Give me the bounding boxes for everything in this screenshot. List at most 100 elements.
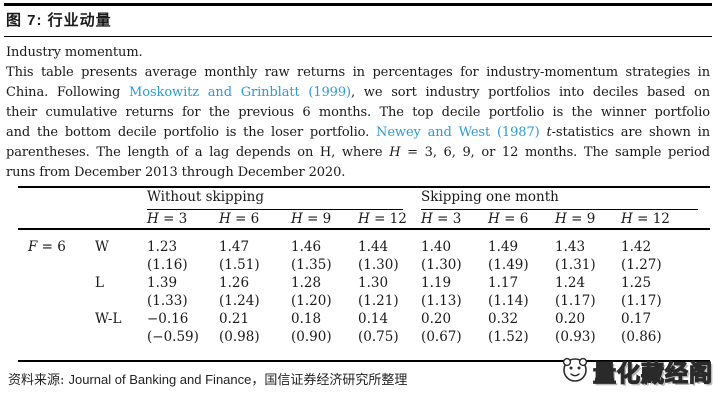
caption-line: China. Following Moskowitz and Grinblatt… xyxy=(6,83,710,103)
table-cell: 1.42 xyxy=(621,239,652,255)
empty-header-cell xyxy=(18,187,147,210)
caption-line: runs from December 2013 through December… xyxy=(6,163,710,183)
tstat-cell: (1.21) xyxy=(358,293,399,309)
row-label-wl: W-L xyxy=(95,311,122,327)
caption-text: parentheses. The length of a lag depends… xyxy=(6,145,390,160)
tstat-cell: (1.49) xyxy=(488,257,529,273)
table-cell: 1.26 xyxy=(219,275,250,291)
source-prefix: 资料来源: xyxy=(8,373,69,388)
figure-title-bar: 图 7: 行业动量 xyxy=(4,3,712,37)
group-header-row: Without skipping Skipping one month xyxy=(18,187,710,210)
column-header-h3-without: H = 3 xyxy=(147,211,188,227)
table-cell: 1.24 xyxy=(555,275,586,291)
h-variable: H xyxy=(389,145,401,160)
caption-text: , we sort industry portfolios into decil… xyxy=(351,85,710,100)
tstat-cell: (1.20) xyxy=(291,293,332,309)
tstat-cell: (1.51) xyxy=(219,257,260,273)
column-header-row: H = 3 H = 6 H = 9 H = 12 H = 3 H = 6 H =… xyxy=(18,210,710,229)
caption-text: runs from December 2013 through December… xyxy=(6,165,346,180)
table-row-wl-tstats: (−0.59) (0.98) (0.90) (0.75) (0.67) (1.5… xyxy=(18,328,710,361)
table-cell: 1.44 xyxy=(358,239,389,255)
tstat-cell: (1.35) xyxy=(291,257,332,273)
tstat-cell: (1.27) xyxy=(621,257,662,273)
table-cell: 1.49 xyxy=(488,239,519,255)
tstat-cell: (0.67) xyxy=(421,329,462,345)
tstat-cell: (1.24) xyxy=(219,293,260,309)
table-cell: 1.28 xyxy=(291,275,322,291)
caption-text: their cumulative returns for the previou… xyxy=(6,105,710,120)
results-table: Without skipping Skipping one month H = … xyxy=(18,186,711,362)
group-header-without-skipping: Without skipping xyxy=(147,188,404,210)
caption-line: their cumulative returns for the previou… xyxy=(6,103,710,123)
table-cell: 0.21 xyxy=(219,311,250,327)
tstat-cell: (1.33) xyxy=(147,293,188,309)
tstat-cell: (1.17) xyxy=(555,293,596,309)
table-cell: 1.39 xyxy=(147,275,178,291)
source-suffix: ，国信证券经济研究所整理 xyxy=(251,373,408,388)
table-cell: 0.20 xyxy=(555,311,586,327)
tstat-cell: (0.98) xyxy=(219,329,260,345)
table-cell: 0.17 xyxy=(621,311,652,327)
group-header-cell: Without skipping xyxy=(147,187,421,210)
row-label-f6: F = 6 xyxy=(28,239,66,255)
tstat-cell: (0.90) xyxy=(291,329,332,345)
caption-line: This table presents average monthly raw … xyxy=(6,63,710,83)
table-row-loser-tstats: (1.33) (1.24) (1.20) (1.21) (1.13) (1.14… xyxy=(18,292,710,310)
row-label-winner: W xyxy=(95,239,109,255)
table-cell: 1.23 xyxy=(147,239,178,255)
column-header-h6-without: H = 6 xyxy=(219,211,260,227)
tstat-cell: (1.30) xyxy=(358,257,399,273)
source-line: 资料来源: Journal of Banking and Finance，国信证… xyxy=(8,369,716,388)
figure-title: 图 7: 行业动量 xyxy=(6,12,112,29)
column-header-h12-skipping: H = 12 xyxy=(621,211,670,227)
tstat-cell: (1.31) xyxy=(555,257,596,273)
caption-text: = 3, 6, 9, or 12 months. The sample peri… xyxy=(400,145,710,160)
watermark-logo: 量化藏经阁 xyxy=(559,353,713,389)
citation-link-moskowitz-grinblatt[interactable]: Moskowitz and Grinblatt (1999) xyxy=(129,85,351,100)
table-cell: 0.20 xyxy=(421,311,452,327)
table-cell: 1.47 xyxy=(219,239,250,255)
table-row-winner: F = 6 W 1.23 1.47 1.46 1.44 1.40 1.49 1.… xyxy=(18,229,710,256)
caption-text: China. Following xyxy=(6,85,130,100)
table-row-winner-tstats: (1.16) (1.51) (1.35) (1.30) (1.30) (1.49… xyxy=(18,256,710,274)
tstat-cell: (1.17) xyxy=(621,293,662,309)
table-cell: 0.32 xyxy=(488,311,519,327)
table-cell: 1.43 xyxy=(555,239,586,255)
caption-title: Industry momentum. xyxy=(6,45,143,60)
tstat-cell: (0.75) xyxy=(358,329,399,345)
caption-text: and the bottom decile portfolio is the l… xyxy=(6,125,377,140)
t-statistic-variable: t xyxy=(539,125,552,140)
table-cell: −0.16 xyxy=(147,311,189,327)
table-cell: 1.17 xyxy=(488,275,519,291)
row-label-loser: L xyxy=(95,275,104,291)
table-cell: 1.30 xyxy=(358,275,389,291)
caption-line: and the bottom decile portfolio is the l… xyxy=(6,123,710,143)
table-cell: 1.40 xyxy=(421,239,452,255)
table-cell: 0.18 xyxy=(291,311,322,327)
group-header-cell: Skipping one month xyxy=(421,187,710,210)
table-row-winner-minus-loser: W-L −0.16 0.21 0.18 0.14 0.20 0.32 0.20 … xyxy=(18,310,710,328)
table-caption: Industry momentum. This table presents a… xyxy=(6,43,710,183)
table-cell: 1.25 xyxy=(621,275,652,291)
table-cell: 1.46 xyxy=(291,239,322,255)
caption-text: This table presents average monthly raw … xyxy=(6,65,710,80)
column-header-h9-without: H = 9 xyxy=(291,211,332,227)
tstat-cell: (1.30) xyxy=(421,257,462,273)
tstat-cell: (0.86) xyxy=(621,329,662,345)
column-header-h6-skipping: H = 6 xyxy=(488,211,529,227)
source-journal: Journal of Banking and Finance xyxy=(68,372,252,387)
tstat-cell: (1.13) xyxy=(421,293,462,309)
caption-line: parentheses. The length of a lag depends… xyxy=(6,143,710,163)
column-header-h3-skipping: H = 3 xyxy=(421,211,462,227)
table-row-loser: L 1.39 1.26 1.28 1.30 1.19 1.17 1.24 1.2… xyxy=(18,274,710,292)
tstat-cell: (−0.59) xyxy=(147,329,199,345)
watermark-face-icon xyxy=(559,353,591,389)
citation-link-newey-west[interactable]: Newey and West (1987) xyxy=(376,125,540,140)
watermark-text: 量化藏经阁 xyxy=(592,359,713,386)
tstat-cell: (1.14) xyxy=(488,293,529,309)
tstat-cell: (1.52) xyxy=(488,329,529,345)
tstat-cell: (1.16) xyxy=(147,257,188,273)
tstat-cell: (0.93) xyxy=(555,329,596,345)
column-header-h12-without: H = 12 xyxy=(358,211,407,227)
table-cell: 0.14 xyxy=(358,311,389,327)
